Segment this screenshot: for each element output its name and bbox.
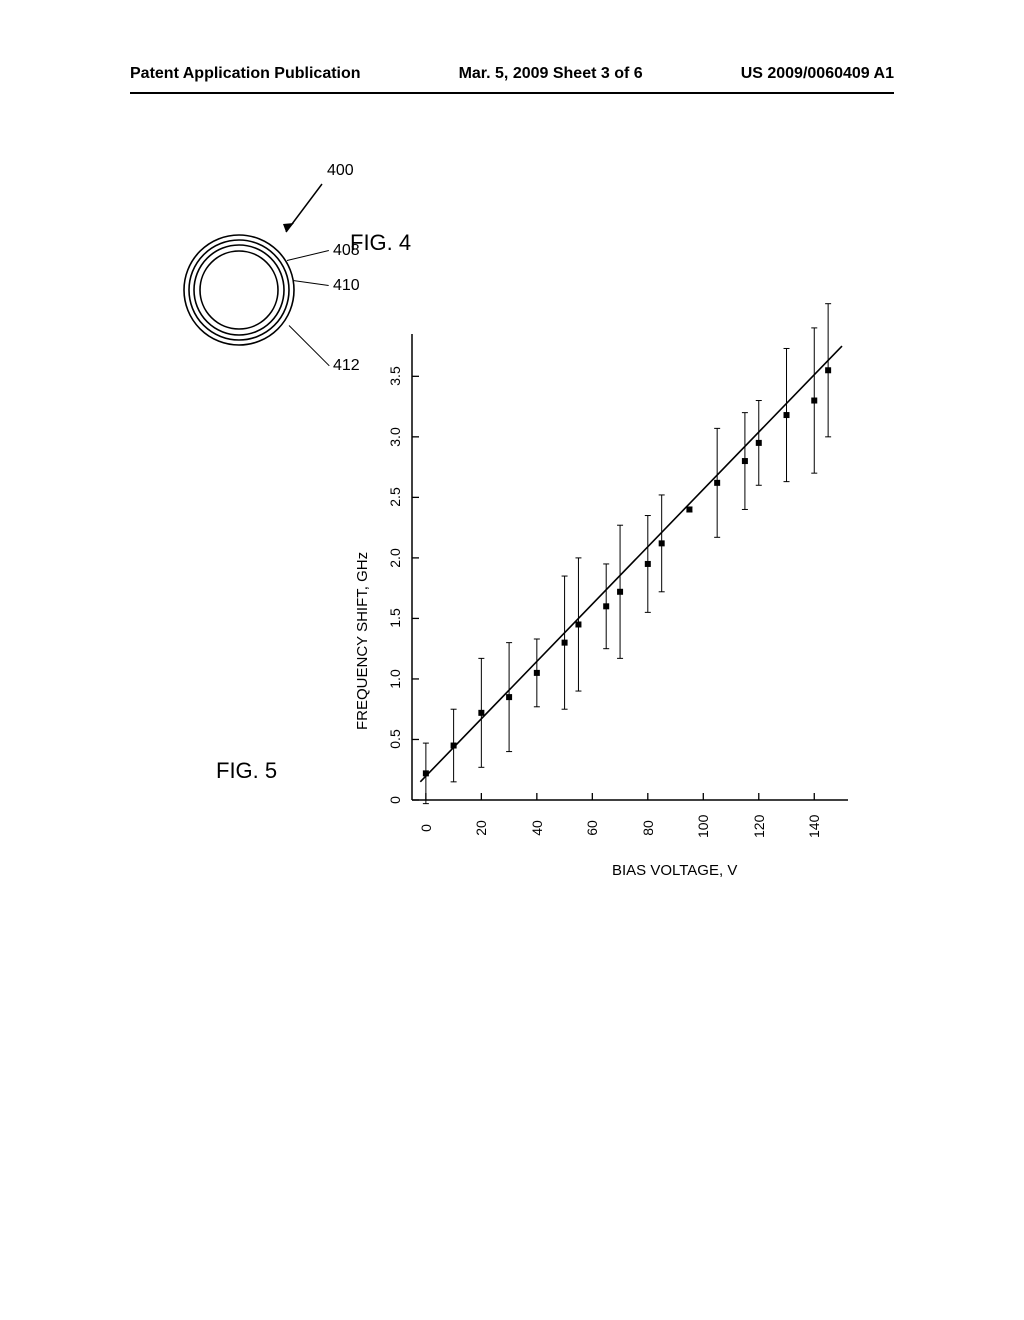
component-label: 410 [333,277,360,295]
assembly-label: 400 [327,162,354,180]
x-tick-label: 100 [695,818,711,838]
header-center: Mar. 5, 2009 Sheet 3 of 6 [459,65,643,83]
x-tick-label: 40 [529,818,545,838]
page: Patent Application Publication Mar. 5, 2… [0,0,1024,1320]
y-tick-label: 2.5 [387,482,403,512]
x-tick-label: 140 [806,818,822,838]
figure-4-label: FIG. 4 [350,230,411,256]
assembly-arrow-icon [274,182,334,237]
y-tick-label: 0.5 [387,724,403,754]
figure-5-label: FIG. 5 [216,758,277,784]
y-tick-label: 1.5 [387,603,403,633]
y-tick-label: 1.0 [387,664,403,694]
y-tick-label: 2.0 [387,543,403,573]
header-left: Patent Application Publication [130,65,361,83]
y-tick-label: 0 [387,785,403,815]
page-header: Patent Application Publication Mar. 5, 2… [130,65,894,83]
header-right: US 2009/0060409 A1 [741,65,894,83]
y-tick-label: 3.0 [387,422,403,452]
x-tick-label: 20 [473,818,489,838]
frequency-shift-chart [340,300,900,900]
x-tick-label: 120 [751,818,767,838]
x-tick-label: 60 [584,818,600,838]
header-rule [130,92,894,94]
figure-5: 0 20 40 60 80 100 120 140 0 0.5 1.0 1.5 2.0 2.5 3.0 3.… [340,300,900,940]
ring-cross-section-icon [179,230,349,430]
x-tick-label: 80 [640,818,656,838]
y-tick-label: 3.5 [387,361,403,391]
x-tick-label: 0 [418,818,434,838]
figure-4: 400 408410412 [179,230,339,540]
y-axis-label: FREQUENCY SHIFT, GHz [354,552,371,730]
x-axis-label: BIAS VOLTAGE, V [612,862,737,879]
